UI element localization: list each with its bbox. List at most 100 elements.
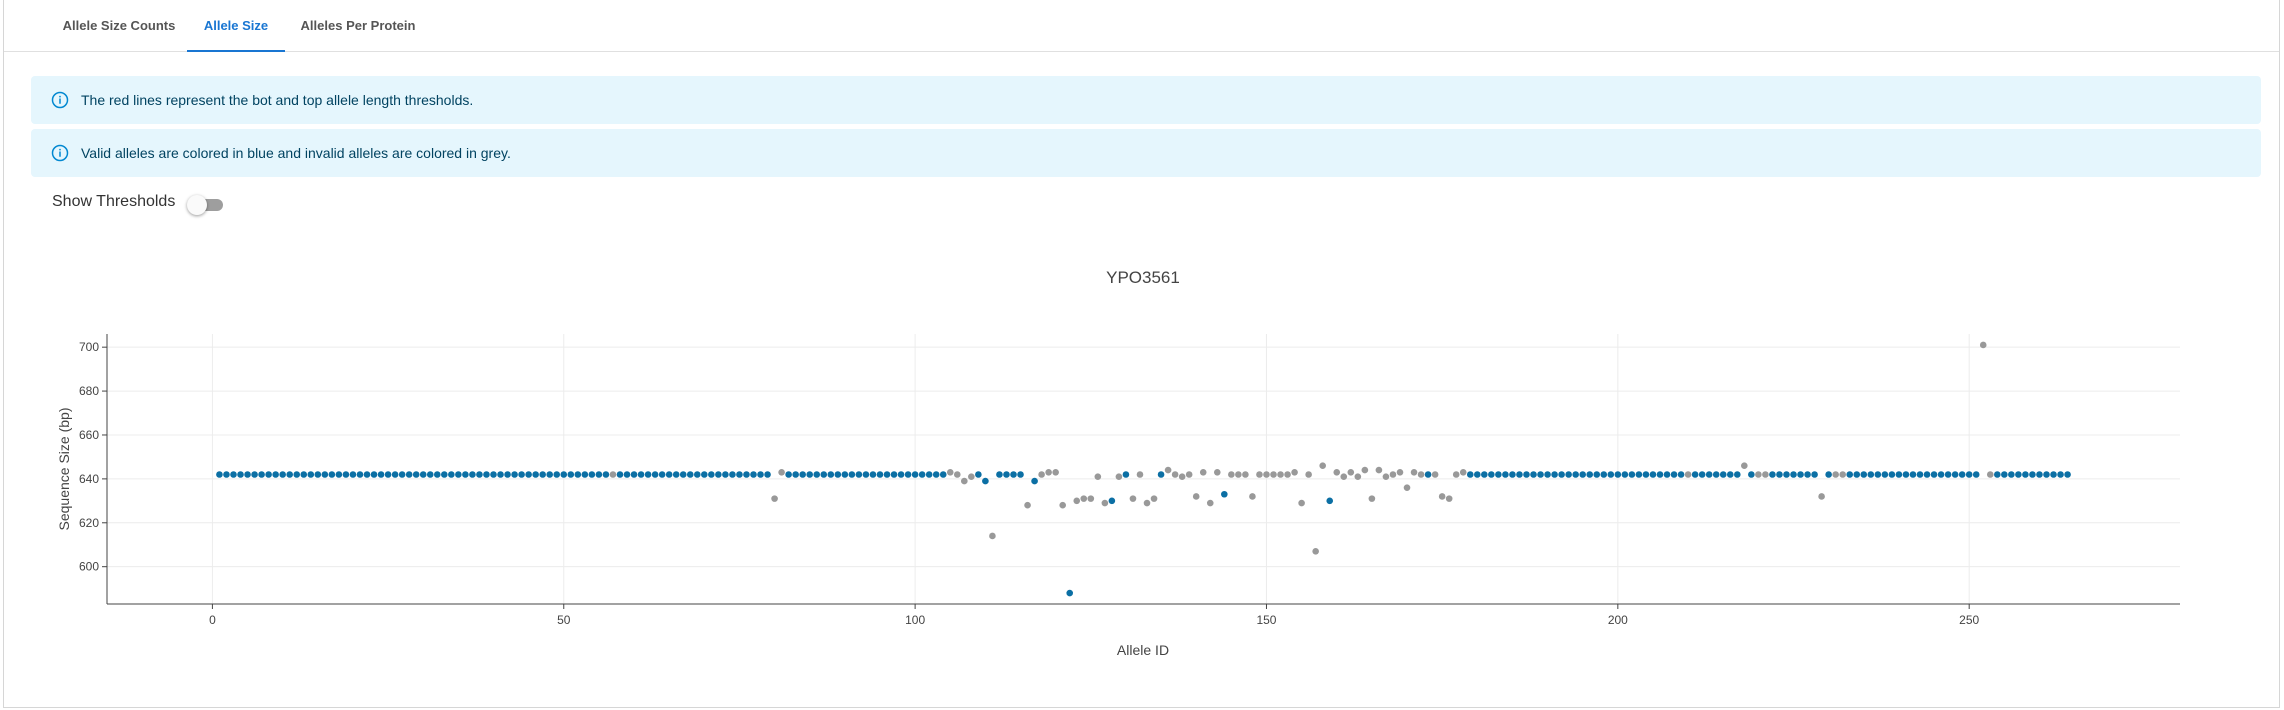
valid-allele-point (2036, 471, 2043, 478)
valid-allele-point (1769, 471, 1776, 478)
invalid-allele-point (1417, 471, 1425, 478)
valid-allele-point (560, 471, 568, 478)
valid-allele-point (722, 471, 729, 478)
valid-allele-point (658, 471, 666, 478)
tab-allele-size[interactable]: Allele Size (187, 0, 285, 52)
valid-allele-point (1804, 471, 1811, 478)
invalid-allele-point (1389, 471, 1397, 478)
info-icon (51, 144, 69, 162)
valid-allele-point (792, 471, 799, 478)
invalid-allele-point (1101, 499, 1109, 507)
y-tick-label: 640 (79, 472, 99, 486)
tab-alleles-per-protein[interactable]: Alleles Per Protein (300, 18, 416, 33)
valid-allele-point (1965, 471, 1973, 478)
x-tick-label: 250 (1959, 613, 1979, 627)
valid-allele-point (1635, 471, 1643, 478)
valid-allele-point (476, 471, 483, 478)
invalid-allele-point (1249, 493, 1256, 500)
valid-allele-point (813, 471, 821, 478)
valid-allele-point (455, 471, 462, 478)
invalid-allele-point (1438, 493, 1446, 500)
invalid-allele-point (778, 468, 785, 476)
valid-allele-point (1923, 471, 1931, 478)
valid-allele-point (1509, 471, 1516, 478)
valid-allele-point (258, 471, 265, 478)
valid-allele-point (834, 471, 842, 478)
invalid-allele-point (968, 473, 975, 480)
valid-allele-point (932, 471, 940, 478)
valid-allele-point (244, 471, 251, 478)
invalid-allele-point (953, 471, 961, 478)
valid-allele-point (644, 471, 652, 478)
valid-allele-point (546, 471, 554, 478)
valid-allele-point (1558, 471, 1565, 478)
valid-allele-point (490, 471, 497, 478)
valid-allele-point (314, 471, 322, 478)
valid-allele-point (1017, 471, 1024, 478)
invalid-allele-point (1832, 471, 1839, 478)
invalid-allele-point (1445, 495, 1453, 502)
valid-allele-point (384, 471, 392, 478)
invalid-allele-point (1038, 471, 1045, 478)
invalid-allele-point (1136, 471, 1144, 478)
valid-allele-point (1867, 471, 1875, 478)
valid-allele-point (1691, 471, 1699, 478)
valid-allele-point (1902, 471, 1910, 478)
valid-allele-point (1663, 471, 1671, 478)
valid-allele-point (841, 471, 849, 478)
valid-allele-point (1748, 471, 1755, 478)
invalid-allele-point (1206, 499, 1214, 507)
invalid-allele-point (1235, 471, 1242, 478)
invalid-allele-point (1340, 473, 1348, 480)
valid-allele-point (1614, 471, 1622, 478)
valid-allele-point (1122, 471, 1130, 478)
invalid-allele-point (1164, 466, 1172, 474)
invalid-allele-point (1368, 495, 1376, 502)
valid-allele-point (1586, 471, 1594, 478)
tab-allele-size-counts[interactable]: Allele Size Counts (62, 18, 176, 33)
valid-allele-point (785, 471, 792, 478)
valid-allele-point (1572, 471, 1579, 478)
valid-allele-point (525, 471, 532, 478)
invalid-allele-point (1052, 468, 1059, 476)
invalid-allele-point (1185, 471, 1193, 478)
valid-allele-point (441, 471, 448, 478)
valid-allele-point (1937, 471, 1945, 478)
invalid-allele-point (1284, 471, 1291, 478)
valid-allele-point (750, 471, 757, 478)
valid-allele-point (342, 471, 350, 478)
invalid-allele-point (1755, 471, 1762, 478)
invalid-allele-point (1347, 468, 1355, 476)
valid-allele-point (736, 471, 743, 478)
invalid-allele-point (1059, 501, 1066, 509)
valid-allele-point (708, 471, 715, 478)
valid-allele-point (1221, 490, 1228, 498)
app-frame: Allele Size Counts Allele Size Alleles P… (3, 0, 2280, 708)
valid-allele-point (602, 471, 610, 478)
valid-allele-point (1951, 471, 1959, 478)
invalid-allele-point (1199, 468, 1207, 476)
valid-allele-point (651, 471, 659, 478)
y-tick-label: 700 (79, 340, 99, 354)
valid-allele-point (1972, 471, 1980, 478)
valid-allele-point (1712, 471, 1720, 478)
valid-allele-point (1488, 471, 1495, 478)
invalid-allele-point (1298, 499, 1305, 507)
valid-allele-point (996, 471, 1003, 478)
valid-allele-point (2064, 471, 2071, 478)
valid-allele-point (223, 471, 230, 478)
valid-allele-point (757, 471, 764, 478)
valid-allele-point (237, 471, 244, 478)
show-thresholds-switch[interactable] (187, 195, 227, 215)
valid-allele-point (672, 471, 680, 478)
valid-allele-point (1544, 471, 1551, 478)
switch-thumb[interactable] (187, 195, 207, 215)
valid-allele-point (665, 471, 673, 478)
invalid-allele-point (1396, 468, 1404, 476)
valid-allele-point (412, 471, 420, 478)
valid-allele-point (328, 471, 336, 478)
invalid-allele-point (1305, 471, 1312, 478)
valid-allele-point (272, 471, 279, 478)
invalid-allele-point (1291, 468, 1298, 476)
invalid-allele-point (1213, 468, 1221, 476)
